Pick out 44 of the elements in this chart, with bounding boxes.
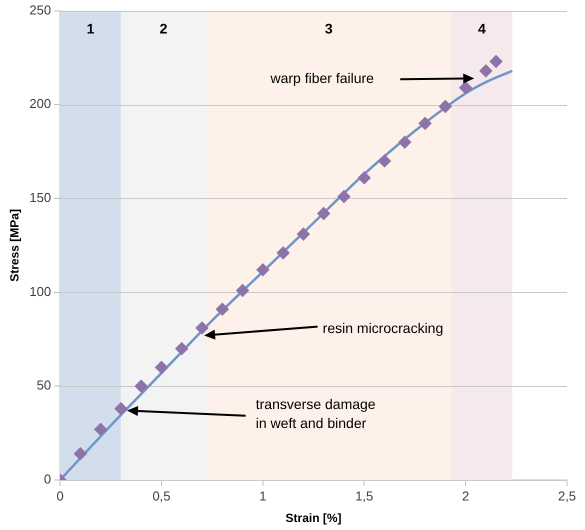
annotation: transverse damage in weft and binder — [256, 396, 376, 431]
y-axis-title: Stress [MPa] — [8, 209, 22, 282]
point — [236, 284, 250, 297]
y-tick-label: 200 — [29, 96, 52, 112]
point — [418, 116, 432, 130]
x-tick-label: 2 — [462, 488, 470, 504]
point — [175, 342, 188, 356]
point — [459, 81, 472, 94]
band-label: 2 — [160, 20, 168, 37]
x-tick-label: 0,5 — [152, 488, 171, 504]
point — [296, 228, 310, 241]
point — [398, 136, 412, 149]
y-tick-label: 50 — [36, 378, 52, 393]
point — [114, 402, 128, 416]
point — [276, 246, 290, 260]
y-tick-label: 150 — [29, 190, 52, 206]
point — [256, 263, 270, 276]
y-tick-label: 250 — [29, 2, 52, 18]
x-tick-label: 1,5 — [355, 488, 374, 504]
point — [216, 302, 229, 316]
point — [337, 190, 350, 204]
x-tick-label: 1 — [259, 488, 266, 504]
point — [134, 380, 148, 393]
y-tick-label: 100 — [29, 284, 52, 299]
x-tick-label: 2,5 — [558, 488, 576, 504]
point — [358, 171, 371, 184]
point — [74, 447, 87, 460]
annotation: resin microcracking — [322, 320, 444, 336]
point — [154, 360, 168, 374]
point — [490, 54, 503, 68]
y-tick-label: 0 — [44, 472, 52, 487]
point — [378, 154, 392, 168]
line-series — [60, 70, 514, 480]
band-label: 1 — [86, 20, 95, 37]
band-label: 3 — [324, 20, 333, 37]
point — [94, 422, 108, 436]
annotation: warp fiber failure — [269, 70, 374, 86]
point — [196, 321, 209, 334]
point — [438, 100, 452, 114]
band-label: 4 — [478, 20, 486, 37]
x-axis-title: Strain [%] — [286, 511, 342, 526]
x-tick-label: 0 — [56, 488, 64, 504]
point — [317, 206, 330, 220]
point — [479, 64, 492, 78]
